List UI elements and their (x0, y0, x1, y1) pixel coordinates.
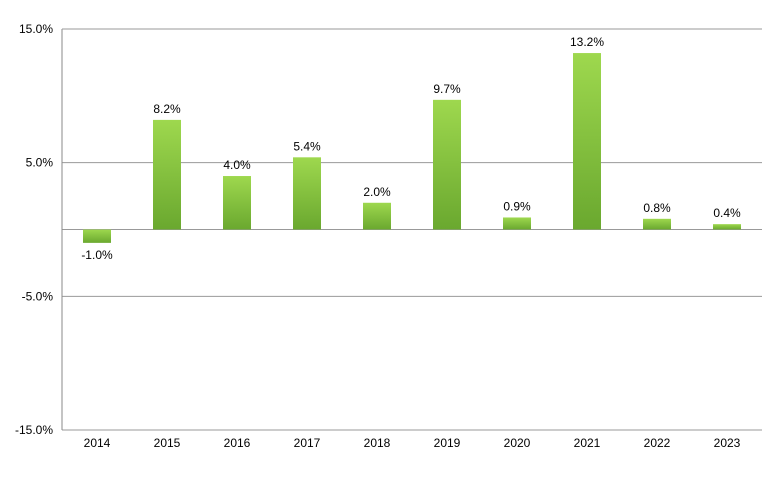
x-tick-label: 2015 (154, 436, 181, 450)
bar-2021 (573, 53, 601, 230)
y-tick-label: -5.0% (22, 289, 54, 303)
bar-2016 (223, 176, 251, 230)
bar-2019 (433, 99, 461, 230)
bar-2018 (363, 202, 391, 230)
data-label: 9.7% (433, 82, 461, 96)
axes (61, 28, 762, 430)
data-label: 0.4% (713, 206, 741, 220)
y-tick-label: 15.0% (19, 22, 53, 36)
x-tick-label: 2018 (364, 436, 391, 450)
x-tick-label: 2017 (294, 436, 321, 450)
y-tick-label: -15.0% (15, 423, 53, 437)
data-label: 0.8% (643, 201, 671, 215)
data-label: 4.0% (223, 158, 251, 172)
bar-2015 (153, 119, 181, 230)
bar-2017 (293, 157, 321, 230)
bar-2014 (83, 229, 111, 243)
data-label: 5.4% (293, 139, 321, 153)
data-label: 2.0% (363, 185, 391, 199)
y-tick-labels: 15.0% 5.0% -5.0% -15.0% (15, 22, 53, 437)
y-tick-label: 5.0% (26, 156, 54, 170)
data-label: -1.0% (81, 248, 113, 262)
data-label: 13.2% (570, 35, 604, 49)
data-label: 0.9% (503, 199, 531, 213)
x-tick-label: 2014 (84, 436, 111, 450)
data-labels: -1.0% 8.2% 4.0% 5.4% 2.0% 9.7% 0.9% 13.2% 0.8% 0.… (81, 35, 741, 262)
x-tick-labels: 2014 2015 2016 2017 2018 2019 2020 2021 2022 2023 (84, 436, 741, 450)
x-tick-label: 2023 (714, 436, 741, 450)
bars (83, 53, 741, 243)
bar-2022 (643, 218, 671, 230)
x-tick-label: 2019 (434, 436, 461, 450)
x-tick-label: 2021 (574, 436, 601, 450)
x-tick-label: 2020 (504, 436, 531, 450)
data-label: 8.2% (153, 102, 181, 116)
bar-2020 (503, 217, 531, 230)
x-tick-label: 2022 (644, 436, 671, 450)
x-tick-label: 2016 (224, 436, 251, 450)
bar-2023 (713, 224, 741, 230)
